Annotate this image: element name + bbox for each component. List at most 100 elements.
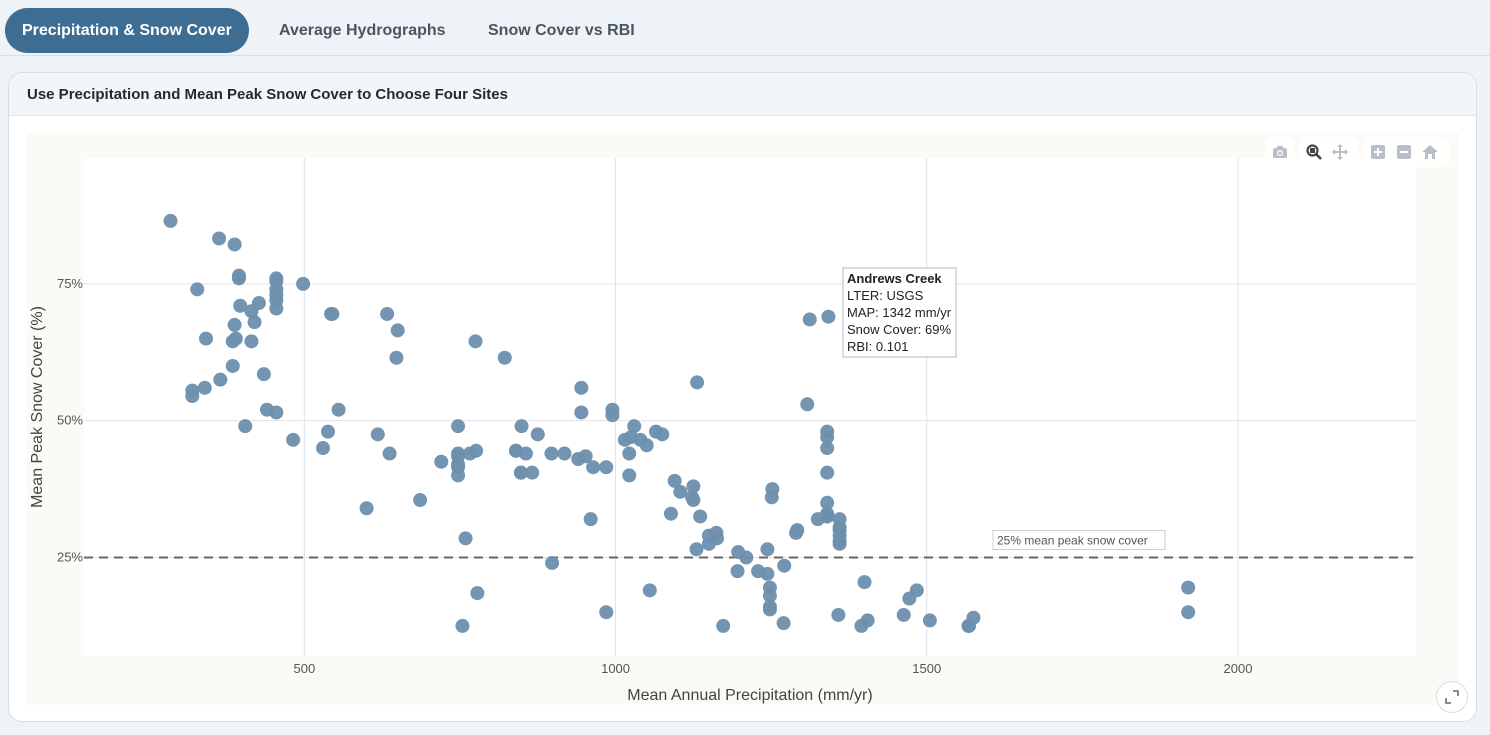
scatter-point[interactable]	[316, 441, 331, 456]
scatter-point[interactable]	[458, 531, 473, 546]
scatter-point[interactable]	[896, 607, 911, 622]
scatter-point[interactable]	[238, 419, 253, 434]
scatter-point[interactable]	[690, 375, 705, 390]
scatter-point[interactable]	[760, 566, 775, 581]
scatter-point[interactable]	[820, 430, 835, 445]
scatter-point[interactable]	[1181, 580, 1196, 595]
scatter-point[interactable]	[227, 317, 242, 332]
scatter-point[interactable]	[760, 542, 775, 557]
scatter-point[interactable]	[470, 586, 485, 601]
scatter-point[interactable]	[247, 315, 262, 330]
tab-precipitation-snow-cover[interactable]: Precipitation & Snow Cover	[5, 8, 249, 53]
scatter-point[interactable]	[599, 460, 614, 475]
scatter-point[interactable]	[244, 304, 259, 319]
scatter-point[interactable]	[296, 276, 311, 291]
scatter-point[interactable]	[331, 402, 346, 417]
scatter-point[interactable]	[389, 350, 404, 365]
pan-icon[interactable]	[1331, 143, 1349, 161]
scatter-point[interactable]	[198, 331, 213, 346]
scatter-point[interactable]	[820, 509, 835, 524]
scatter-point[interactable]	[909, 583, 924, 598]
scatter-point[interactable]	[468, 334, 483, 349]
scatter-point[interactable]	[583, 512, 598, 527]
scatter-point[interactable]	[642, 583, 657, 598]
scatter-point[interactable]	[599, 605, 614, 620]
scatter-point[interactable]	[821, 309, 836, 324]
scatter-point[interactable]	[730, 564, 745, 579]
scatter-point[interactable]	[574, 380, 589, 395]
tab-snow-cover-vs-rbi[interactable]: Snow Cover vs RBI	[488, 22, 635, 39]
scatter-point[interactable]	[518, 446, 533, 461]
scatter-point[interactable]	[820, 495, 835, 510]
scatter-point[interactable]	[686, 493, 701, 508]
scatter-point[interactable]	[578, 449, 593, 464]
scatter-point[interactable]	[545, 555, 560, 570]
scatter-point[interactable]	[286, 432, 301, 447]
scatter-point[interactable]	[655, 427, 670, 442]
scatter-point[interactable]	[762, 602, 777, 617]
scatter-point[interactable]	[622, 468, 637, 483]
scatter-point[interactable]	[227, 237, 242, 252]
scatter-plot[interactable]: 25% mean peak snow cover 500 1000 1500 2000…	[27, 133, 1459, 705]
scatter-point[interactable]	[185, 389, 200, 404]
scatter-point[interactable]	[765, 482, 780, 497]
home-icon[interactable]	[1421, 143, 1439, 161]
scatter-point[interactable]	[966, 610, 981, 625]
scatter-point[interactable]	[605, 408, 620, 423]
scatter-point[interactable]	[228, 331, 243, 346]
tab-average-hydrographs[interactable]: Average Hydrographs	[279, 22, 446, 39]
scatter-point[interactable]	[800, 397, 815, 412]
scatter-point[interactable]	[790, 523, 805, 538]
scatter-point[interactable]	[514, 419, 529, 434]
scatter-point[interactable]	[380, 306, 395, 321]
scatter-point[interactable]	[689, 542, 704, 557]
expand-button[interactable]	[1436, 681, 1468, 713]
scatter-point[interactable]	[831, 607, 846, 622]
scatter-point[interactable]	[557, 446, 572, 461]
scatter-point[interactable]	[269, 301, 284, 316]
zoom-out-icon[interactable]	[1395, 143, 1413, 161]
scatter-point[interactable]	[269, 405, 284, 420]
zoom-in-icon[interactable]	[1369, 143, 1387, 161]
scatter-point[interactable]	[497, 350, 512, 365]
scatter-point[interactable]	[370, 427, 385, 442]
scatter-point[interactable]	[451, 419, 466, 434]
scatter-point[interactable]	[922, 613, 937, 628]
scatter-point[interactable]	[1181, 605, 1196, 620]
scatter-point[interactable]	[663, 506, 678, 521]
scatter-point[interactable]	[233, 298, 248, 313]
scatter-point[interactable]	[710, 531, 725, 546]
scatter-point[interactable]	[777, 558, 792, 573]
scatter-point[interactable]	[627, 419, 642, 434]
scatter-point[interactable]	[832, 536, 847, 551]
zoom-icon[interactable]	[1305, 143, 1323, 161]
scatter-point[interactable]	[820, 465, 835, 480]
scatter-point[interactable]	[325, 306, 340, 321]
scatter-point[interactable]	[390, 323, 405, 338]
scatter-point[interactable]	[762, 588, 777, 603]
scatter-point[interactable]	[382, 446, 397, 461]
scatter-point[interactable]	[163, 213, 178, 228]
scatter-point[interactable]	[622, 446, 637, 461]
scatter-point[interactable]	[693, 509, 708, 524]
scatter-point[interactable]	[820, 441, 835, 456]
scatter-point[interactable]	[544, 446, 559, 461]
scatter-point[interactable]	[469, 443, 484, 458]
scatter-point[interactable]	[686, 479, 701, 494]
scatter-point[interactable]	[190, 282, 205, 297]
scatter-point[interactable]	[320, 424, 335, 439]
scatter-point[interactable]	[231, 271, 246, 286]
scatter-point[interactable]	[586, 460, 601, 475]
scatter-point[interactable]	[225, 358, 240, 373]
scatter-point[interactable]	[857, 575, 872, 590]
scatter-point[interactable]	[776, 616, 791, 631]
scatter-point[interactable]	[716, 618, 731, 633]
scatter-point[interactable]	[197, 380, 212, 395]
scatter-point[interactable]	[212, 231, 227, 246]
scatter-point[interactable]	[739, 550, 754, 565]
scatter-point[interactable]	[525, 465, 540, 480]
scatter-point[interactable]	[244, 334, 259, 349]
scatter-point[interactable]	[455, 618, 470, 633]
scatter-point[interactable]	[451, 468, 466, 483]
scatter-point[interactable]	[213, 372, 228, 387]
